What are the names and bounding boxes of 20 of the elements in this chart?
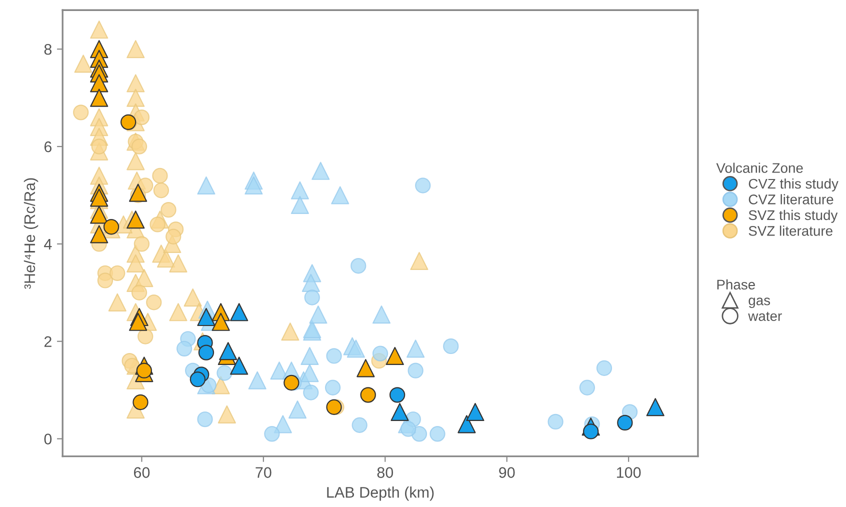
x-tick-label: 80: [377, 467, 394, 478]
text: gas: [748, 298, 770, 308]
x-tick-label: 70: [256, 467, 272, 478]
y-tick-label: 2: [44, 336, 52, 347]
text: water: [748, 312, 782, 321]
legend-label: SVZ literature: [748, 226, 832, 236]
legend-label: CVZ this study: [748, 178, 838, 192]
legend-label: SVZ this study: [748, 210, 838, 223]
y-tick-label: 0: [44, 434, 52, 444]
y-tick-label: 6: [44, 141, 52, 152]
y-tick-label: 8: [44, 44, 52, 55]
x-tick-label: 60: [134, 467, 150, 478]
y-axis-title: ³He/⁴He (Rc/Ra): [24, 178, 38, 289]
x-axis-title: LAB Depth (km): [327, 486, 434, 501]
legend-label: CVZ literature: [748, 194, 834, 204]
x-tick-label: 100: [616, 467, 641, 478]
text: Phase: [717, 279, 755, 290]
legend-title: Volcanic Zone: [716, 162, 803, 173]
x-tick-label: 90: [499, 467, 515, 478]
y-tick-label: 4: [44, 238, 52, 250]
